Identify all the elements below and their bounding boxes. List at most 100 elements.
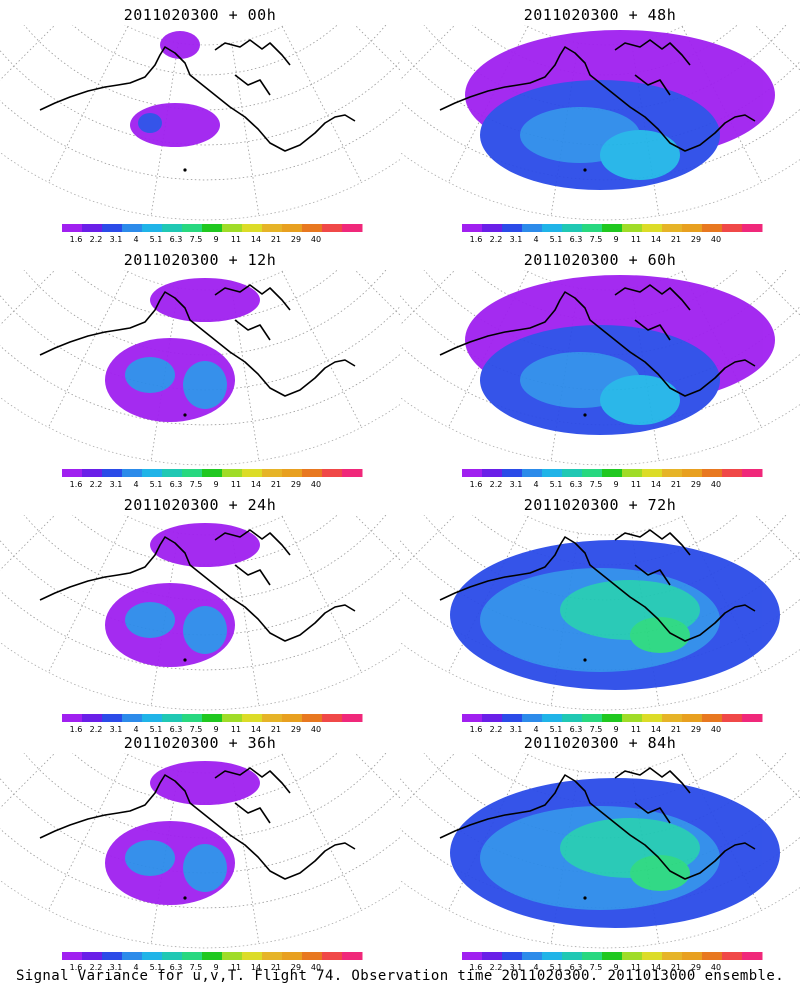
panel-title: 2011020300 + 48h bbox=[523, 6, 677, 24]
colorbar-swatch bbox=[82, 469, 103, 477]
colorbar-tick-label: 29 bbox=[291, 725, 301, 734]
colorbar-swatch bbox=[562, 714, 583, 722]
colorbar-swatch bbox=[322, 952, 343, 960]
colorbar-swatch bbox=[602, 224, 623, 232]
colorbar-tick-label: 5.1 bbox=[550, 725, 563, 734]
colorbar-tick-label: 11 bbox=[231, 725, 241, 734]
colorbar-swatch bbox=[162, 952, 183, 960]
meridian-line bbox=[48, 271, 129, 428]
colorbar: 1.6 2.2 3.1 4 5.1 6.3 7.5 9 11 14 21 29 40 bbox=[62, 469, 363, 489]
variance-map bbox=[0, 270, 400, 466]
colorbar-tick-label: 1.6 bbox=[70, 725, 83, 734]
colorbar-tick-label: 3.1 bbox=[110, 235, 123, 244]
coastline bbox=[439, 767, 756, 880]
colorbar-tick-label: 6.3 bbox=[570, 725, 583, 734]
meridian-line bbox=[354, 270, 400, 316]
colorbar-swatch bbox=[642, 469, 663, 477]
colorbar-swatch bbox=[482, 952, 503, 960]
colorbar-swatch bbox=[742, 224, 763, 232]
colorbar-swatch bbox=[562, 952, 583, 960]
island-mark bbox=[183, 413, 187, 417]
forecast-panel: 2011020300 + 00h 1.6 2.2 3.1 4 5.1 6.3 7.5 9 11 1… bbox=[0, 0, 400, 245]
colorbar-swatch bbox=[242, 224, 263, 232]
colorbar-swatch bbox=[222, 224, 243, 232]
colorbar-swatch bbox=[682, 714, 703, 722]
meridian-line bbox=[48, 754, 129, 911]
meridian-line bbox=[354, 25, 400, 71]
colorbar-swatch bbox=[662, 714, 683, 722]
island-mark bbox=[183, 168, 187, 172]
forecast-panel: 2011020300 + 60h 1.6 2.2 3.1 4 5.1 6.3 7.5 9 11 1… bbox=[400, 245, 800, 490]
colorbar-swatch bbox=[122, 714, 143, 722]
colorbar-tick-label: 11 bbox=[231, 235, 241, 244]
colorbar-swatch bbox=[522, 224, 543, 232]
colorbar-tick-label: 6.3 bbox=[170, 235, 183, 244]
colorbar-swatch bbox=[742, 469, 763, 477]
colorbar-tick-label: 7.5 bbox=[590, 963, 603, 972]
map-frame bbox=[400, 515, 800, 711]
colorbar-tick-label: 9 bbox=[613, 963, 618, 972]
colorbar-swatch bbox=[702, 714, 723, 722]
coastline bbox=[439, 284, 756, 397]
meridian-line bbox=[0, 25, 56, 81]
colorbar-tick-label: 4 bbox=[133, 480, 138, 489]
colorbar-swatch bbox=[642, 224, 663, 232]
colorbar-swatch bbox=[102, 469, 123, 477]
island-mark bbox=[183, 896, 187, 900]
colorbar-swatch bbox=[262, 952, 283, 960]
colorbar-tick-label: 7.5 bbox=[190, 235, 203, 244]
colorbar-tick-label: 3.1 bbox=[510, 725, 523, 734]
colorbar: 1.6 2.2 3.1 4 5.1 6.3 7.5 9 11 14 21 29 40 bbox=[62, 952, 363, 972]
panel-title: 2011020300 + 12h bbox=[123, 251, 277, 269]
coastline bbox=[39, 767, 356, 880]
colorbar-tick-label: 29 bbox=[691, 963, 701, 972]
variance-map bbox=[400, 270, 800, 466]
colorbar-swatch bbox=[222, 714, 243, 722]
colorbar-swatch bbox=[682, 224, 703, 232]
colorbar-swatch bbox=[662, 952, 683, 960]
meridian-line bbox=[448, 754, 529, 911]
colorbar-tick-label: 9 bbox=[213, 725, 218, 734]
colorbar-swatch bbox=[702, 224, 723, 232]
colorbar-tick-label: 9 bbox=[613, 480, 618, 489]
meridian-line bbox=[281, 754, 362, 911]
colorbar-tick-label: 11 bbox=[631, 725, 641, 734]
colorbar-swatch bbox=[162, 224, 183, 232]
colorbar-tick-label: 4 bbox=[533, 963, 538, 972]
colorbar-tick-label: 14 bbox=[251, 480, 261, 489]
colorbar-swatch bbox=[742, 952, 763, 960]
variance-map bbox=[400, 25, 800, 221]
colorbar-tick-label: 29 bbox=[291, 480, 301, 489]
colorbar-tick-label: 5.1 bbox=[550, 963, 563, 972]
colorbar-swatch bbox=[502, 714, 523, 722]
colorbar-tick-label: 11 bbox=[231, 963, 241, 972]
colorbar-swatch bbox=[502, 952, 523, 960]
colorbar-swatch bbox=[262, 714, 283, 722]
colorbar-tick-label: 2.2 bbox=[490, 963, 503, 972]
colorbar-swatch bbox=[182, 714, 203, 722]
colorbar-swatch bbox=[82, 714, 103, 722]
colorbar-swatch bbox=[622, 952, 643, 960]
colorbar-tick-label: 4 bbox=[133, 725, 138, 734]
coastline bbox=[439, 39, 756, 152]
coastline bbox=[439, 529, 756, 642]
colorbar-tick-label: 7.5 bbox=[590, 725, 603, 734]
colorbar-swatch bbox=[722, 952, 743, 960]
colorbar-tick-label: 3.1 bbox=[510, 480, 523, 489]
colorbar-tick-label: 4 bbox=[533, 235, 538, 244]
colorbar: 1.6 2.2 3.1 4 5.1 6.3 7.5 9 11 14 21 29 40 bbox=[62, 714, 363, 734]
panel-title: 2011020300 + 84h bbox=[523, 734, 677, 752]
colorbar-tick-label: 2.2 bbox=[490, 725, 503, 734]
colorbar-swatch bbox=[502, 224, 523, 232]
panel-title: 2011020300 + 00h bbox=[123, 6, 277, 24]
panel-title: 2011020300 + 36h bbox=[123, 734, 277, 752]
colorbar-swatch bbox=[202, 469, 223, 477]
colorbar-swatch bbox=[302, 224, 323, 232]
coastline bbox=[39, 284, 356, 397]
colorbar-tick-label: 7.5 bbox=[190, 725, 203, 734]
colorbar-tick-label: 21 bbox=[271, 480, 281, 489]
colorbar-tick-label: 1.6 bbox=[70, 963, 83, 972]
forecast-panel: 2011020300 + 84h 1.6 2.2 3.1 4 5.1 6.3 7.5 9 11 1… bbox=[400, 728, 800, 973]
colorbar-swatch bbox=[322, 469, 343, 477]
colorbar-tick-label: 2.2 bbox=[490, 235, 503, 244]
